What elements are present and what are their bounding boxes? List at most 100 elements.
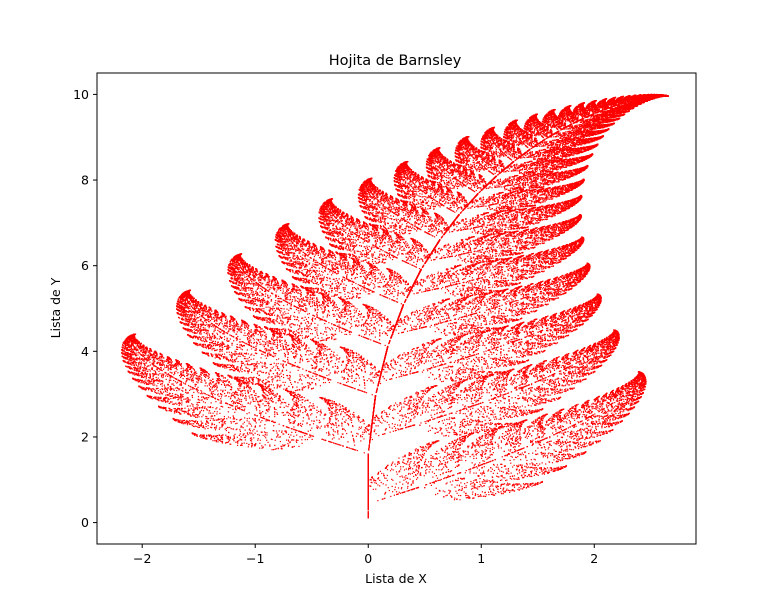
scatter-point bbox=[517, 200, 518, 201]
scatter-point bbox=[345, 287, 346, 288]
scatter-point bbox=[184, 408, 185, 409]
scatter-point bbox=[495, 173, 496, 174]
scatter-point bbox=[219, 419, 220, 420]
scatter-point bbox=[313, 297, 314, 298]
scatter-point bbox=[320, 307, 321, 308]
scatter-point bbox=[448, 175, 449, 176]
scatter-point bbox=[275, 310, 276, 311]
scatter-point bbox=[325, 328, 326, 329]
scatter-point bbox=[489, 402, 490, 403]
scatter-point bbox=[557, 191, 558, 192]
scatter-point bbox=[409, 406, 410, 407]
scatter-point bbox=[439, 280, 440, 281]
scatter-point bbox=[309, 252, 310, 253]
scatter-point bbox=[442, 396, 443, 397]
scatter-point bbox=[191, 316, 192, 317]
scatter-point bbox=[359, 357, 360, 358]
scatter-point bbox=[478, 496, 479, 497]
scatter-point bbox=[537, 323, 538, 324]
scatter-point bbox=[263, 308, 264, 309]
scatter-point bbox=[480, 411, 481, 412]
scatter-point bbox=[363, 242, 364, 243]
scatter-point bbox=[589, 406, 590, 407]
scatter-point bbox=[583, 313, 584, 314]
scatter-point bbox=[236, 349, 237, 350]
scatter-point bbox=[265, 434, 266, 435]
scatter-point bbox=[342, 279, 343, 280]
scatter-point bbox=[503, 321, 504, 322]
scatter-point bbox=[497, 247, 498, 248]
scatter-point bbox=[304, 329, 305, 330]
scatter-point bbox=[175, 371, 176, 372]
scatter-point bbox=[508, 364, 509, 365]
scatter-point bbox=[523, 410, 524, 411]
scatter-point bbox=[416, 264, 417, 265]
scatter-point bbox=[597, 410, 598, 411]
scatter-point bbox=[286, 405, 287, 406]
scatter-point bbox=[382, 317, 383, 318]
scatter-point bbox=[477, 205, 478, 206]
scatter-point bbox=[361, 329, 362, 330]
scatter-point bbox=[539, 472, 540, 473]
scatter-point bbox=[444, 203, 445, 204]
scatter-point bbox=[501, 247, 502, 248]
scatter-point bbox=[472, 219, 473, 220]
scatter-point bbox=[221, 384, 222, 385]
scatter-point bbox=[401, 407, 402, 408]
scatter-point bbox=[542, 326, 543, 327]
scatter-point bbox=[329, 257, 330, 258]
scatter-point bbox=[575, 366, 576, 367]
scatter-point bbox=[413, 253, 414, 254]
scatter-point bbox=[496, 266, 497, 267]
scatter-point bbox=[519, 414, 520, 415]
scatter-point bbox=[336, 443, 337, 444]
scatter-point bbox=[493, 490, 494, 491]
scatter-point bbox=[426, 347, 427, 348]
scatter-point bbox=[413, 211, 414, 212]
scatter-point bbox=[379, 339, 380, 340]
scatter-point bbox=[351, 418, 352, 419]
scatter-point bbox=[555, 443, 556, 444]
scatter-point bbox=[329, 271, 330, 272]
scatter-point bbox=[389, 275, 390, 276]
scatter-point bbox=[524, 343, 525, 344]
scatter-point bbox=[408, 356, 409, 357]
scatter-point bbox=[503, 459, 504, 460]
scatter-point bbox=[505, 203, 506, 204]
scatter-point bbox=[470, 391, 471, 392]
scatter-point bbox=[334, 288, 335, 289]
scatter-point bbox=[540, 167, 541, 168]
scatter-point bbox=[301, 267, 302, 268]
scatter-point bbox=[338, 283, 339, 284]
scatter-point bbox=[285, 244, 286, 245]
scatter-point bbox=[440, 361, 441, 362]
scatter-point bbox=[563, 444, 564, 445]
scatter-point bbox=[425, 403, 426, 404]
scatter-point bbox=[215, 330, 216, 331]
scatter-point bbox=[406, 354, 407, 355]
scatter-point bbox=[465, 413, 466, 414]
scatter-point bbox=[426, 316, 427, 317]
scatter-point bbox=[201, 410, 202, 411]
scatter-point bbox=[195, 386, 196, 387]
scatter-point bbox=[354, 312, 355, 313]
scatter-point bbox=[479, 382, 480, 383]
scatter-point bbox=[302, 270, 303, 271]
scatter-point bbox=[462, 155, 463, 156]
scatter-point bbox=[162, 377, 163, 378]
scatter-point bbox=[372, 254, 373, 255]
scatter-point bbox=[380, 383, 381, 384]
scatter-point bbox=[576, 360, 577, 361]
scatter-point bbox=[573, 383, 574, 384]
scatter-point bbox=[518, 185, 519, 186]
scatter-point bbox=[298, 312, 299, 313]
scatter-point bbox=[471, 283, 472, 284]
scatter-point bbox=[484, 443, 485, 444]
scatter-point bbox=[217, 435, 218, 436]
scatter-point bbox=[553, 381, 554, 382]
scatter-point bbox=[344, 289, 345, 290]
scatter-point bbox=[405, 207, 406, 208]
scatter-point bbox=[434, 218, 435, 219]
scatter-point bbox=[414, 326, 415, 327]
scatter-point bbox=[334, 355, 335, 356]
